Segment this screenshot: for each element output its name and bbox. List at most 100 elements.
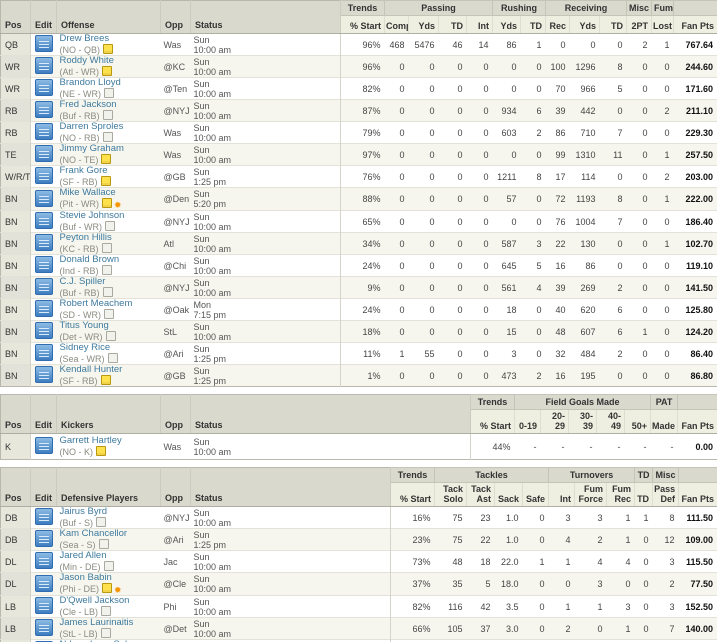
edit-button[interactable] — [34, 234, 53, 251]
player-note-icon[interactable] — [103, 44, 113, 54]
player-name-link[interactable]: Stevie Johnson — [59, 210, 125, 221]
stat-header-30-39: 30-39 — [568, 409, 597, 434]
stat-cell: 0 — [651, 364, 674, 387]
stat-cell: 0 — [466, 342, 493, 365]
game-time: 10:00 am — [193, 584, 232, 594]
edit-button[interactable] — [34, 35, 53, 52]
player-note-icon[interactable] — [101, 154, 112, 164]
no-new-player-notes-icon[interactable] — [100, 628, 111, 638]
edit-button[interactable] — [34, 189, 53, 207]
no-new-player-notes-icon[interactable] — [107, 353, 118, 363]
player-team-position: (SF - RB) — [60, 375, 158, 386]
edit-button[interactable] — [34, 300, 53, 317]
player-name-link[interactable]: Jimmy Graham — [59, 143, 124, 154]
edit-button[interactable] — [34, 508, 53, 525]
player-name-link[interactable]: D'Qwell Jackson — [59, 595, 130, 606]
edit-button[interactable] — [34, 167, 53, 184]
edit-button[interactable] — [34, 344, 53, 361]
stat-cell: 0 — [626, 210, 652, 233]
player-name-link[interactable]: James Laurinaitis — [59, 617, 134, 628]
edit-button[interactable] — [34, 437, 53, 454]
player-row: LB D'Qwell Jackson (Cle - LB) Phi Sun 10:00 a… — [0, 595, 717, 618]
no-new-player-notes-icon[interactable] — [105, 331, 116, 341]
fan-points: 125.80 — [673, 298, 717, 321]
player-row: LB James Laurinaitis (StL - LB) @Det Sun 10:0… — [0, 617, 717, 640]
player-name-link[interactable]: Peyton Hillis — [59, 232, 112, 243]
stat-cell: 0 — [634, 639, 653, 642]
player-name-link[interactable]: C.J. Spiller — [59, 276, 106, 287]
player-name-link[interactable]: Fred Jackson — [59, 99, 117, 110]
edit-button[interactable] — [34, 530, 53, 547]
no-new-player-notes-icon[interactable] — [96, 517, 107, 527]
player-name-link[interactable]: Frank Gore — [59, 165, 108, 176]
stat-cell: 39 — [545, 276, 570, 299]
no-new-player-notes-icon[interactable] — [101, 243, 112, 253]
player-name-link[interactable]: Titus Young — [59, 320, 109, 331]
edit-button[interactable] — [34, 552, 53, 569]
edit-button[interactable] — [34, 101, 53, 118]
stat-cell: 0 — [522, 595, 549, 618]
game-day: Sun — [193, 596, 210, 607]
edit-button[interactable] — [34, 256, 53, 273]
player-name-link[interactable]: Drew Brees — [59, 33, 110, 44]
edit-button[interactable] — [34, 79, 53, 96]
no-new-player-notes-icon[interactable] — [102, 110, 113, 120]
recent-player-note-icon[interactable]: ✹ — [114, 200, 122, 210]
hamburger-line — [38, 309, 49, 310]
player-name-link[interactable]: Darren Sproles — [59, 121, 124, 132]
edit-button[interactable] — [34, 366, 53, 383]
player-note-icon[interactable] — [100, 375, 111, 385]
player-name-link[interactable]: Sidney Rice — [59, 342, 111, 353]
player-name-link[interactable]: Kam Chancellor — [59, 528, 128, 539]
no-new-player-notes-icon[interactable] — [102, 132, 113, 142]
hamburger-line — [38, 88, 49, 89]
player-name-link[interactable]: Brandon Lloyd — [59, 77, 121, 88]
edit-button[interactable] — [34, 278, 53, 295]
no-new-player-notes-icon[interactable] — [103, 561, 114, 571]
stat-header-comp: Comp — [384, 15, 409, 34]
player-note-icon[interactable] — [102, 66, 112, 76]
player-name-link[interactable]: Roddy White — [59, 55, 114, 66]
player-team-position: (NO - QB) — [60, 44, 158, 55]
stat-cell: 484 — [569, 342, 600, 365]
player-name-link[interactable]: Jairus Byrd — [59, 506, 108, 517]
no-new-player-notes-icon[interactable] — [101, 265, 112, 275]
edit-button[interactable] — [34, 574, 53, 592]
player-note-icon[interactable] — [96, 446, 106, 456]
player-name-link[interactable]: Jason Babin — [59, 572, 112, 583]
edit-button[interactable] — [34, 322, 53, 339]
player-note-icon[interactable] — [102, 583, 113, 593]
edit-button[interactable] — [34, 57, 53, 74]
no-new-player-notes-icon[interactable] — [105, 221, 115, 231]
edit-button[interactable] — [34, 597, 53, 614]
stat-cell: 0 — [466, 364, 493, 387]
stat-cell: 4 — [606, 550, 635, 573]
edit-button[interactable] — [34, 212, 53, 229]
no-new-player-notes-icon[interactable] — [101, 606, 112, 616]
stat-cell: 3 — [548, 506, 575, 529]
no-new-player-notes-icon[interactable] — [102, 287, 113, 297]
hamburger-line — [38, 580, 49, 582]
edit-button[interactable] — [34, 123, 53, 140]
stat-cell: 1 — [520, 33, 546, 56]
no-new-player-notes-icon[interactable] — [104, 88, 114, 98]
player-name-link[interactable]: Mike Wallace — [59, 187, 116, 198]
player-name-link[interactable]: Robert Meachem — [59, 298, 133, 309]
player-name-link[interactable]: Ndamukong Suh — [60, 641, 158, 642]
hamburger-line — [38, 539, 49, 540]
no-new-player-notes-icon[interactable] — [98, 539, 109, 549]
stat-cell: 607 — [569, 320, 600, 343]
player-name-link[interactable]: Garrett Hartley — [59, 435, 122, 446]
recent-player-note-icon[interactable]: ✹ — [114, 585, 122, 595]
stat-cell: 86 — [545, 121, 570, 144]
player-name-link[interactable]: Donald Brown — [59, 254, 120, 265]
player-name-link[interactable]: Jared Allen — [59, 550, 107, 561]
player-name-link[interactable]: Kendall Hunter — [59, 364, 123, 375]
group-header-misc: Misc — [652, 467, 680, 483]
player-note-icon[interactable] — [102, 198, 112, 208]
player-note-icon[interactable] — [100, 176, 111, 186]
edit-button[interactable] — [34, 145, 53, 162]
edit-button[interactable] — [34, 619, 53, 636]
no-new-player-notes-icon[interactable] — [104, 309, 114, 319]
stat-cell: 0 — [438, 276, 467, 299]
